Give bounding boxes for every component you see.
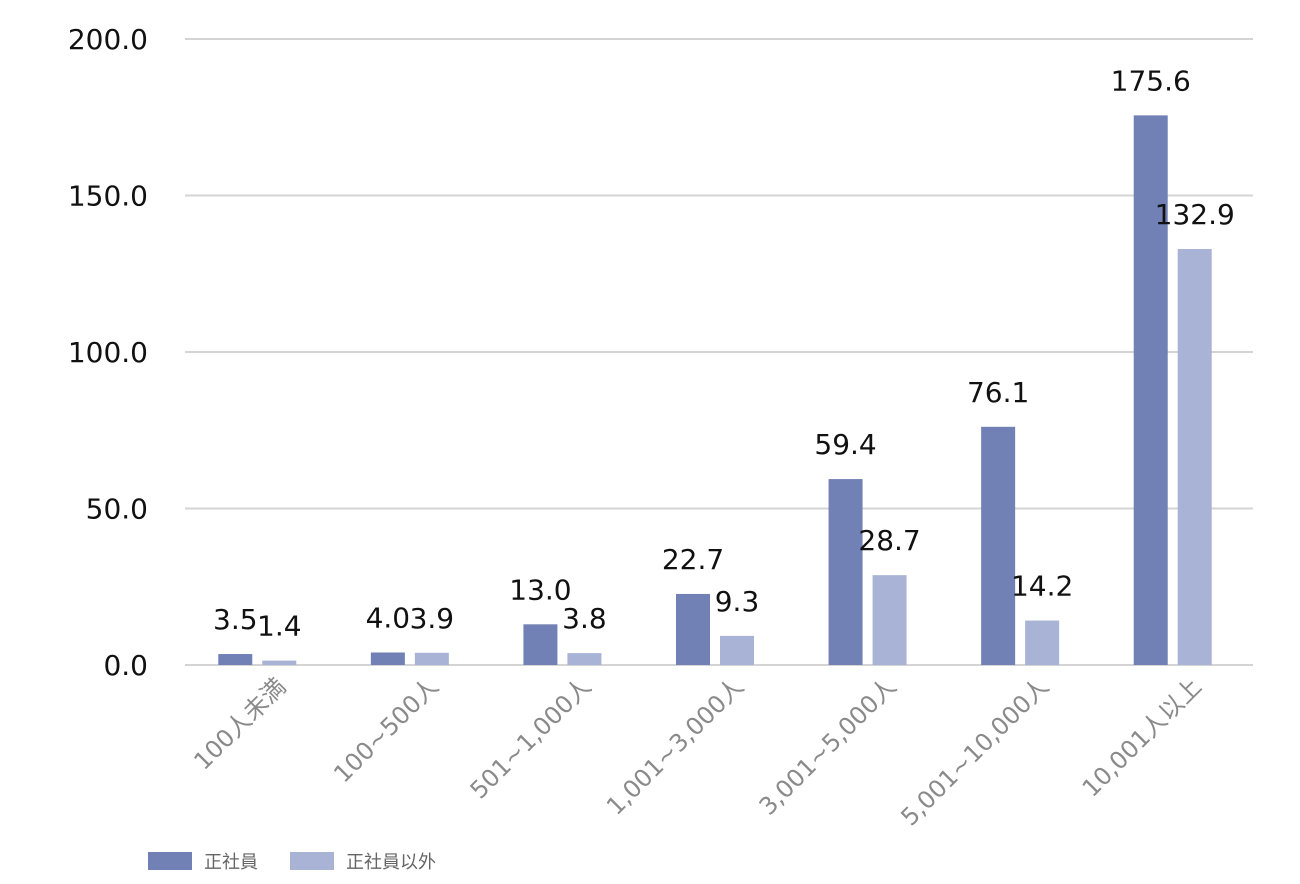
y-tick-label: 100.0 [68,336,148,369]
gridlines [185,38,1253,666]
bar-seikoin-igai [872,575,907,665]
bar-seikoin [676,593,710,665]
bar-seikoin-igai [262,660,297,665]
data-label: 22.7 [662,543,724,576]
x-tick-label: 1,001~3,000人 [601,672,749,820]
x-tick-label: 10,001人以上 [1077,672,1207,802]
legend-label: 正社員 [204,852,258,873]
bar-seikoin-igai [414,652,449,665]
data-label: 59.4 [814,428,876,461]
bars [218,115,1212,665]
data-label: 3.8 [562,602,607,635]
data-label: 28.7 [858,524,920,557]
x-axis-ticks: 100人未満 100~500人 501~1,000人 1,001~3,000人 3,00… [188,672,1207,831]
data-label: 1.4 [257,610,302,643]
data-label: 3.5 [213,603,258,636]
data-label: 3.9 [410,602,455,635]
data-label: 132.9 [1155,198,1235,231]
legend: 正社員 正社員以外 [148,852,436,873]
x-tick-label: 5,001~10,000人 [895,672,1054,831]
data-label: 13.0 [509,573,571,606]
bar-seikoin-igai [1177,249,1212,665]
y-tick-label: 50.0 [86,493,148,526]
x-tick-label: 3,001~5,000人 [754,672,902,820]
bar-seikoin-igai [567,653,602,665]
legend-swatch-seikoin [148,852,192,870]
bar-seikoin [828,479,863,665]
data-label: 76.1 [967,376,1029,409]
bar-seikoin [1133,115,1168,665]
y-axis-ticks: 0.0 50.0 100.0 150.0 200.0 [68,23,148,682]
bar-seikoin [218,654,253,665]
x-tick-label: 501~1,000人 [465,672,597,804]
bar-seikoin-igai [1025,620,1060,665]
y-tick-label: 200.0 [68,23,148,56]
data-labels: 3.5 1.4 4.0 3.9 13.03.8 22.7 9.3 59.4 28.7 76.1 14… [213,64,1235,642]
bar-seikoin [370,652,405,665]
legend-swatch-seikoin-igai [290,852,334,870]
data-label: 9.3 [715,585,760,618]
data-label: 4.0 [366,601,411,634]
y-tick-label: 150.0 [68,180,148,213]
data-label: 175.6 [1111,64,1191,97]
bar-seikoin [523,624,558,665]
bar-seikoin [981,426,1016,665]
x-tick-label: 100~500人 [328,672,444,788]
x-tick-label: 100人未満 [188,672,291,775]
bar-seikoin-igai [720,635,754,665]
legend-label: 正社員以外 [346,852,436,873]
y-tick-label: 0.0 [103,649,148,682]
data-label: 14.2 [1011,570,1073,603]
